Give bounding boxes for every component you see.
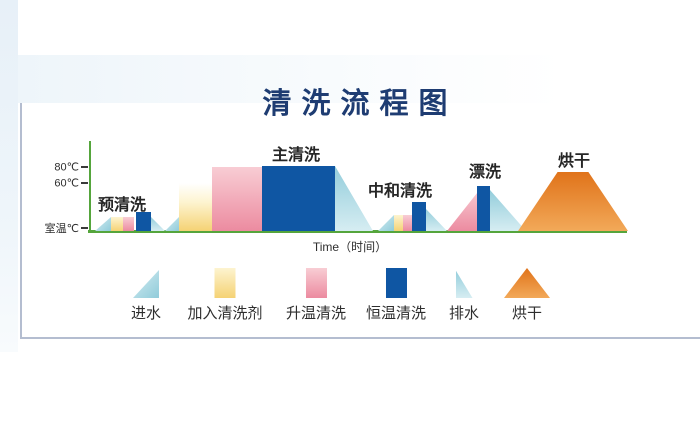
segment-detergent [394,215,403,231]
legend-icon-box [385,266,407,298]
legend-item: 升温清洗 [286,266,346,323]
segment-detergent [111,217,123,231]
legend-item: 烘干 [504,266,550,323]
legend-item: 进水 [131,266,161,323]
phase-label: 主清洗 [271,147,321,164]
legend-icon-box [214,266,236,298]
legend-icon-box [132,266,159,298]
legend-label: 恒温清洗 [365,305,427,322]
tick-mark [81,182,88,184]
segment-hold [262,166,335,231]
legend-label: 加入清洗剂 [187,305,263,322]
legend-item: 恒温清洗 [366,266,426,323]
detergent-icon [214,268,236,298]
tick-mark [81,166,88,168]
dry-icon [504,268,550,298]
legend-label: 排水 [448,305,480,322]
page-upper-tint [18,55,700,103]
x-axis-label: Time（时间） [312,240,388,254]
phase-label: 中和清洗 [367,183,433,200]
phase-label: 漂洗 [468,164,502,181]
segment-heat [123,217,134,231]
tick-label: 60℃ [54,177,79,190]
page-left-tint [0,0,18,352]
water_in-icon [132,270,159,298]
legend-icon-box [455,266,473,298]
segment-hold [136,212,151,231]
y-axis [89,141,91,233]
segment-heat [212,167,262,231]
legend-icon-box [305,266,327,298]
legend-label: 烘干 [511,305,542,322]
segment-hold [412,202,426,231]
drain-icon [455,270,473,298]
segment-hold [477,186,490,231]
segment-detergent [179,183,212,231]
legend-label: 升温清洗 [285,305,347,322]
legend-item: 排水 [449,266,479,323]
tick-label: 室温℃ [44,223,79,235]
tick-mark [81,227,88,229]
tick-label: 80℃ [54,161,79,174]
segment-heat [403,215,412,231]
heat-icon [305,268,327,298]
phase-label: 烘干 [557,153,591,170]
legend-item: 加入清洗剂 [187,266,263,323]
phase-label: 预清洗 [97,197,147,214]
hold-icon [385,268,407,298]
x-axis [88,230,627,233]
legend-icon-box [504,266,550,298]
legend-label: 进水 [130,305,162,322]
page-title: 清洗流程图 [262,88,458,120]
